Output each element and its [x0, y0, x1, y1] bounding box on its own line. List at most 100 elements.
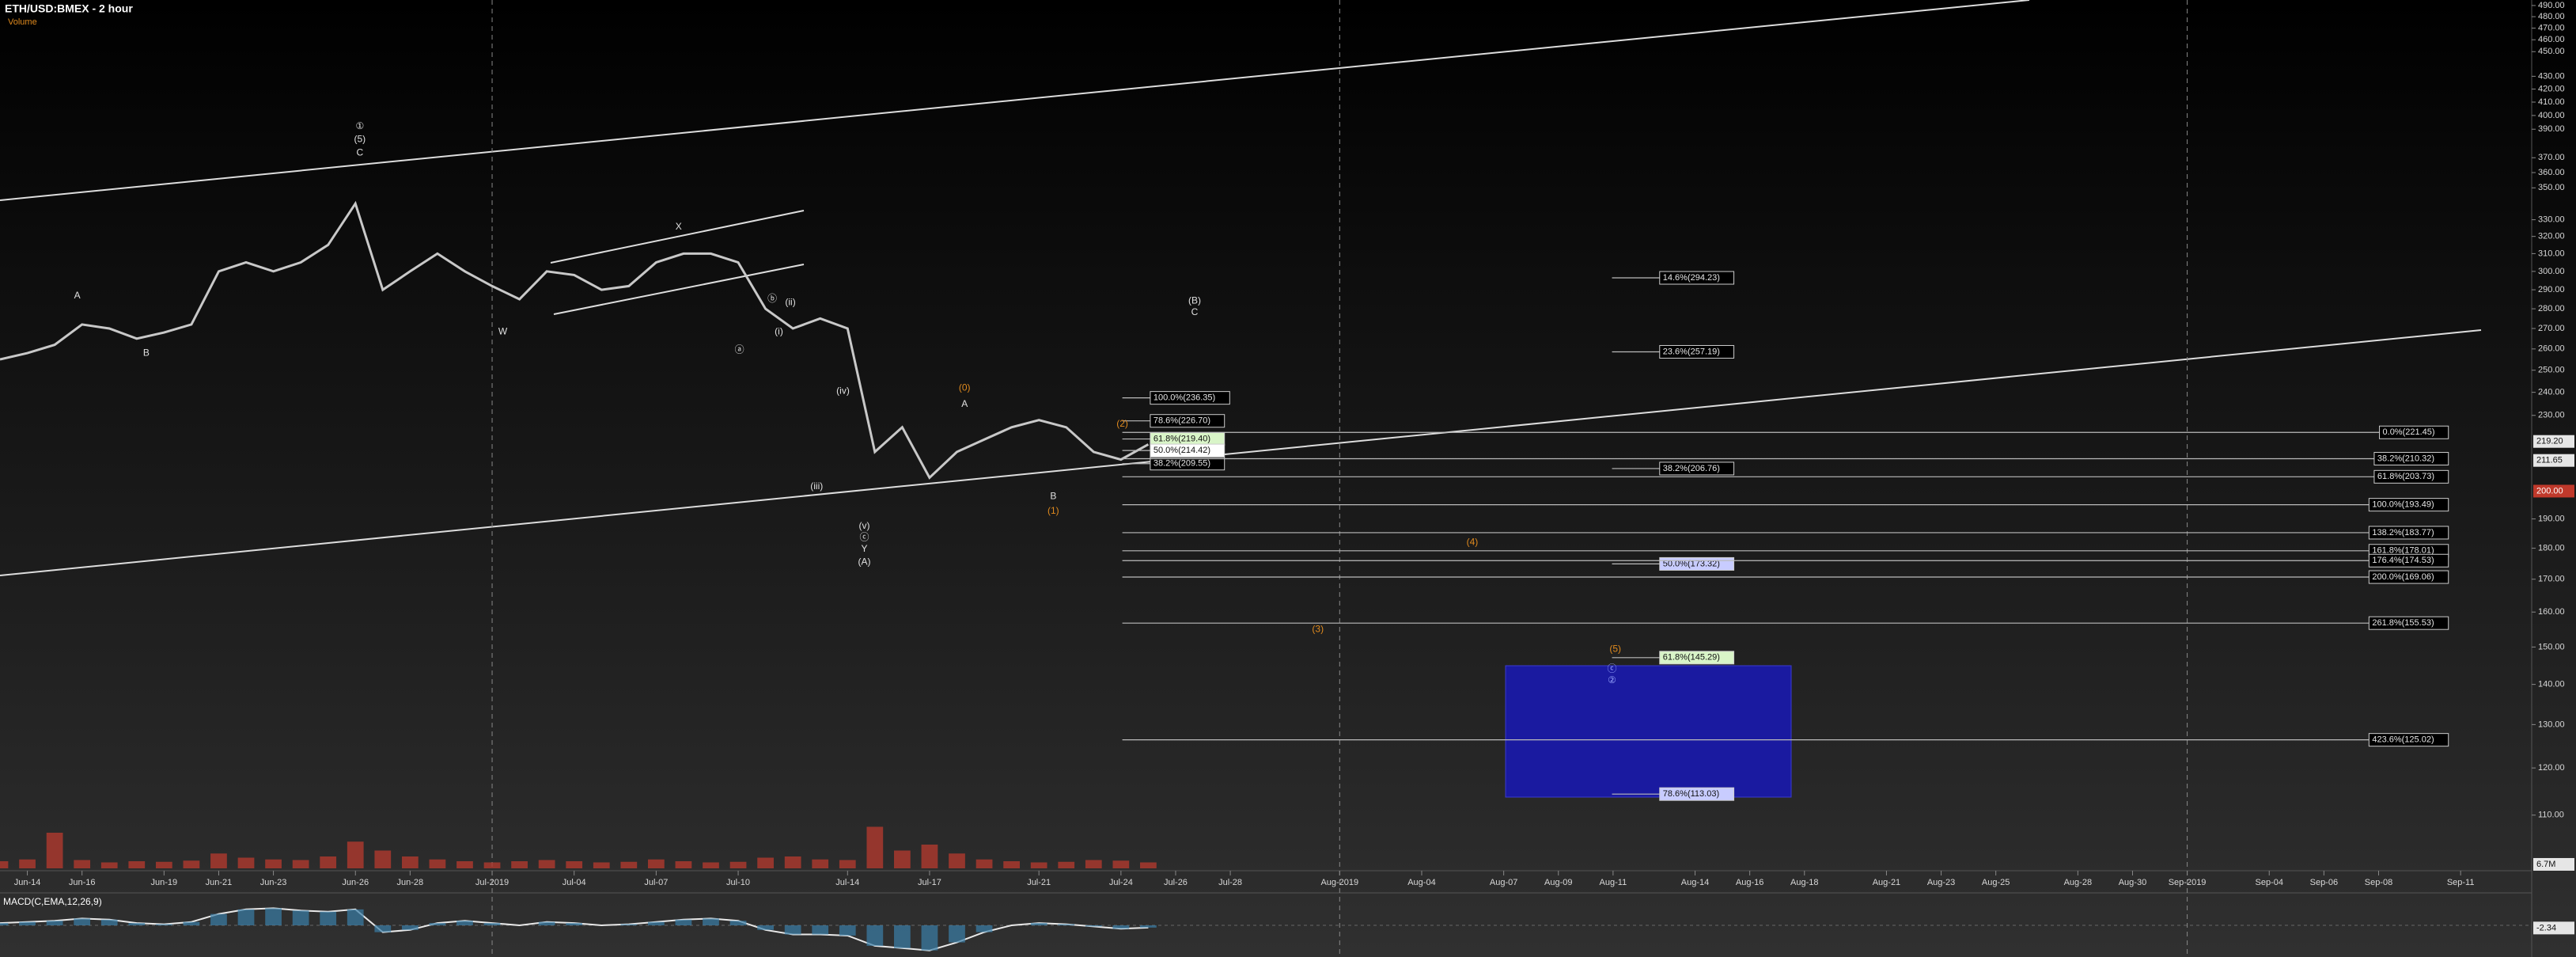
volume-bar — [593, 862, 610, 868]
y-tick-label: 170.00 — [2538, 575, 2565, 584]
fib-label: 38.2%(209.55) — [1154, 459, 1210, 469]
wave-label: B — [1050, 490, 1056, 501]
volume-bar — [210, 853, 227, 868]
fib-label: 61.8%(145.29) — [1663, 653, 1720, 663]
y-tick-label: 420.00 — [2538, 84, 2565, 93]
macd-hist — [784, 925, 801, 935]
y-tick-label: 390.00 — [2538, 124, 2565, 134]
fib-label: 61.8%(203.73) — [2377, 472, 2434, 481]
volume-bar — [374, 850, 392, 868]
x-tick-label: Jun-26 — [342, 878, 369, 887]
wave-label: (4) — [1467, 537, 1479, 548]
x-tick-label: Jul-10 — [726, 878, 750, 887]
volume-bar — [320, 856, 337, 868]
macd-hist — [812, 925, 829, 935]
fib-label: 423.6%(125.02) — [2372, 735, 2434, 745]
fib-label: 61.8%(219.40) — [1154, 434, 1210, 443]
fib-label: 200.0%(169.06) — [2372, 572, 2434, 582]
macd-hist — [265, 908, 282, 925]
volume-bar — [703, 862, 719, 868]
x-tick-label: Aug-11 — [1600, 878, 1627, 887]
wave-label: X — [676, 221, 682, 232]
y-tick-label: 310.00 — [2538, 249, 2565, 258]
volume-bar — [183, 860, 200, 868]
wave-label: (ii) — [785, 296, 795, 307]
macd-hist — [74, 918, 91, 925]
price-marker-box — [2533, 857, 2574, 871]
volume-bar — [894, 850, 911, 868]
y-tick-label: 430.00 — [2538, 71, 2565, 81]
y-tick-label: 140.00 — [2538, 680, 2565, 689]
fib-box — [2368, 553, 2449, 568]
volume-bar — [675, 861, 692, 868]
macd-hist — [429, 923, 446, 925]
x-tick-label: Jun-28 — [397, 878, 424, 887]
macd-hist — [401, 925, 419, 930]
y-tick-label: 260.00 — [2538, 344, 2565, 354]
trend-line — [0, 0, 2030, 201]
x-tick-label: Sep-06 — [2310, 878, 2338, 887]
x-tick-label: Jul-14 — [835, 878, 859, 887]
macd-hist — [1112, 925, 1130, 929]
macd-hist — [374, 925, 392, 932]
macd-hist — [320, 911, 337, 925]
volume-bar — [1085, 860, 1102, 868]
y-tick-label: 330.00 — [2538, 215, 2565, 225]
wave-label: (iv) — [836, 385, 850, 396]
fib-label: 161.8%(178.01) — [2372, 546, 2434, 556]
x-tick-label: Jul-2019 — [475, 878, 509, 887]
fib-label: 176.4%(174.53) — [2372, 556, 2434, 565]
macd-hist — [19, 921, 36, 925]
x-tick-label: Aug-21 — [1873, 878, 1900, 887]
macd-hist — [975, 925, 993, 932]
volume-bar — [1030, 862, 1047, 868]
price-marker-label: -2.34 — [2536, 923, 2556, 932]
volume-bar — [1112, 860, 1130, 868]
price-marker-label: 211.65 — [2536, 456, 2563, 465]
fib-label: 261.8%(155.53) — [2372, 618, 2434, 628]
wave-label: (5) — [354, 134, 366, 145]
x-tick-label: Aug-2019 — [1320, 878, 1358, 887]
macd-hist — [100, 919, 118, 925]
y-tick-label: 240.00 — [2538, 388, 2565, 397]
volume-bar — [265, 859, 282, 868]
fib-box — [1659, 271, 1735, 285]
macd-hist — [703, 918, 719, 925]
y-tick-label: 490.00 — [2538, 1, 2565, 10]
fib-box — [2373, 451, 2449, 465]
x-tick-label: Jun-19 — [151, 878, 178, 887]
fib-label: 138.2%(183.77) — [2372, 528, 2434, 537]
price-marker-label: 219.20 — [2536, 437, 2563, 446]
fib-label: 23.6%(257.19) — [1663, 347, 1720, 356]
volume-bar — [0, 861, 9, 868]
wave-label: A — [74, 290, 81, 301]
x-tick-label: Jul-17 — [918, 878, 941, 887]
volume-bar — [538, 860, 555, 868]
macd-hist — [237, 909, 255, 925]
volume-bar — [566, 861, 583, 868]
macd-hist — [921, 925, 938, 951]
y-tick-label: 480.00 — [2538, 12, 2565, 21]
x-tick-label: Jul-24 — [1109, 878, 1133, 887]
x-tick-label: Jun-23 — [260, 878, 287, 887]
price-line — [0, 200, 1150, 480]
fib-label: 38.2%(210.32) — [2377, 454, 2434, 463]
fib-box — [2368, 733, 2449, 747]
volume-bar — [620, 861, 638, 868]
y-tick-label: 160.00 — [2538, 607, 2565, 617]
wave-label: ① — [355, 120, 364, 131]
volume-bar — [401, 856, 419, 868]
volume-bar — [429, 859, 446, 868]
volume-bar — [237, 857, 255, 868]
price-marker-label: 200.00 — [2536, 486, 2563, 496]
y-tick-label: 370.00 — [2538, 153, 2565, 162]
y-tick-label: 130.00 — [2538, 720, 2565, 729]
wave-label: ⓑ — [767, 293, 777, 304]
wave-label: ⓒ — [1608, 663, 1617, 674]
volume-bar — [292, 860, 309, 868]
wave-label: ⓒ — [859, 531, 869, 542]
volume-bar — [155, 861, 172, 868]
x-tick-label: Jul-21 — [1027, 878, 1051, 887]
volume-bar — [975, 859, 993, 868]
